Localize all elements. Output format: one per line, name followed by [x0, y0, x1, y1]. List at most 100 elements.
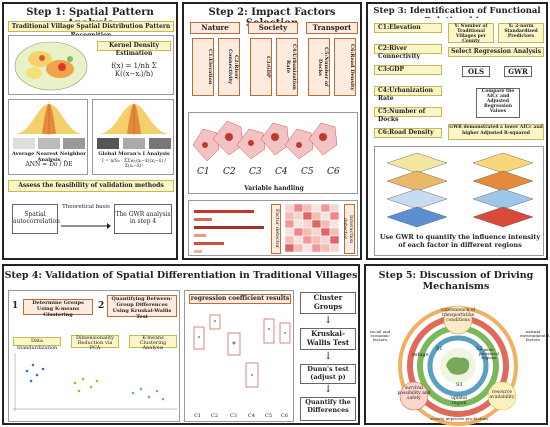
step4-panel: Step 4: Validation of Spatial Differenti…: [2, 264, 360, 425]
theoretical-arrow: [61, 223, 111, 229]
coef-c1: C1: [194, 413, 202, 419]
standardization: Data Standardization: [13, 337, 61, 351]
pca: Dimensionality Reduction via PCA: [71, 335, 119, 351]
coef-c5: C5: [265, 413, 273, 419]
compare-box: Compare the AICc and Adjusted Regression…: [476, 88, 520, 118]
outside-society: society improves pro-factors: [430, 416, 488, 421]
select-regression: Select Regression Analysis: [448, 47, 544, 57]
kde-map: [14, 41, 88, 91]
factor-c6-label: C6:Road Density: [349, 43, 355, 91]
assess-label: Assess the feasibility of validation met…: [8, 180, 174, 192]
theoretical-basis: Theoretical basis: [62, 204, 110, 210]
ring-interprovincial: inter-provincial regions: [478, 347, 500, 360]
factor-bars: [194, 210, 264, 253]
factor-c2: C2:River Connectivity: [218, 38, 240, 96]
cluster-groups: Cluster Groups: [300, 292, 356, 314]
moran-patterns: [97, 138, 171, 149]
outside-social: social and economic factors: [369, 329, 391, 342]
factor-c3: C3:GDP: [250, 38, 272, 96]
moran-curve: [98, 102, 170, 135]
interaction-detector-label: Interaction detector: [342, 214, 354, 244]
coef-c2: C2: [211, 413, 219, 419]
factor-detector: Factor detector: [271, 204, 281, 254]
factor-c6: C6:Road Density: [334, 38, 356, 96]
step4-n2: 2: [98, 301, 105, 311]
s-label-2: S2: [476, 346, 483, 352]
kde-formula: f(x) = 1/nh Σ K((x−xᵢ)/h): [111, 62, 157, 78]
ring-refuge: refuge: [412, 352, 429, 358]
map-label-c2: C2: [223, 167, 236, 177]
step4-n1: 1: [12, 301, 19, 311]
gwr-map-stack: [386, 152, 534, 228]
interaction-detector: Interaction detector: [342, 204, 355, 254]
step2-panel: Step 2: Impact Factors Selection Nature …: [182, 2, 362, 260]
variable-maps: C1 C2 C3 C4 C5 C6 Variable handling: [188, 112, 358, 194]
nna-curve: [14, 102, 84, 135]
factor-c4: C4:Urbanization Rate: [276, 38, 298, 96]
s3-factor-c3: C3:GDP: [374, 65, 442, 75]
group-society: Society: [248, 22, 298, 34]
group-transport: Transport: [306, 22, 358, 34]
gwr-step4: The GWR analysis in step 4: [114, 204, 172, 234]
kde-section: Kernel Density Estimation f(x) = 1/nh Σ …: [8, 35, 174, 95]
outer-survival: survival possibility and safety: [397, 386, 431, 401]
coef-label: regression coefficient results: [189, 294, 291, 304]
kruskal-box: Quantifying Between-Group Differences Us…: [107, 295, 177, 320]
nna-formula: ANN = D̄o / D̄E: [25, 161, 73, 168]
ols-box: OLS: [462, 66, 490, 77]
coef-c4: C4: [248, 413, 256, 419]
s3-factor-c5: C5:Number of Docks: [374, 107, 442, 123]
s3-factor-c1: C1:Elevation: [374, 23, 442, 33]
outer-resource: resource availability: [489, 390, 515, 400]
s3-factor-c4: C4:Urbanization Rate: [374, 86, 442, 102]
map-label-c4: C4: [275, 167, 288, 177]
s-label-3: S3: [456, 382, 463, 388]
variable-handling: Variable handling: [244, 185, 304, 192]
moran-section: Global Moran's I Analysis I = n/S₀ · ΣΣw…: [92, 99, 174, 175]
kde-label: Kernel Density Estimation: [97, 41, 171, 57]
factor-c4-label: C4:Urbanization Rate: [285, 44, 297, 90]
x-label: X: 2-norm Standardized Predictors: [498, 23, 544, 43]
coef-section: regression coefficient results C1 C2 C3 …: [184, 290, 294, 422]
detector-section: Factor detector Interaction detector: [188, 200, 358, 256]
factor-c1-label: C1:Elevation: [207, 49, 213, 85]
map-stack: [192, 120, 338, 162]
outer-transport: convenience of transportation conditions: [440, 308, 476, 323]
factor-c2-label: C2:River Connectivity: [227, 49, 239, 85]
spatial-autocorrelation: Spatial autocorrelation: [12, 204, 60, 234]
arrow-1: ↓: [324, 315, 333, 326]
kmeans-box: Determine Groups Using K-means Clusterin…: [23, 299, 93, 318]
nna-patterns: [13, 138, 85, 149]
step1-subtitle: Traditional Village Spatial Distribution…: [8, 21, 174, 39]
clustering-section: 1 Determine Groups Using K-means Cluster…: [8, 290, 180, 422]
gwr-result: GWR demonstrated a lower AICc and higher…: [448, 124, 544, 140]
quantify-differences: Quantify the Differences: [300, 397, 356, 421]
factor-c1: C1:Elevation: [192, 38, 214, 96]
gwr-maps: Use GWR to quantify the influence intens…: [374, 146, 544, 256]
step3-title: Step 3: Identification of Functional Rel…: [373, 6, 541, 18]
cluster-scatter: [13, 353, 177, 411]
step3-panel: Step 3: Identification of Functional Rel…: [366, 2, 548, 260]
nna-section: Average Nearest Neighbor Analysis ANN = …: [8, 99, 88, 175]
dunn-test: Dunn's test (adjust p): [300, 364, 356, 384]
coef-c6: C6: [281, 413, 289, 419]
map-label-c3: C3: [249, 167, 262, 177]
factor-c3-label: C3:GDP: [265, 56, 271, 78]
nna-label: Average Nearest Neighbor Analysis: [12, 151, 86, 163]
coef-boxplots: [193, 314, 291, 388]
gwr-box: GWR: [504, 66, 532, 77]
coef-c3: C3: [230, 413, 238, 419]
moran-formula: I = n/S₀ · ΣΣwᵢⱼ(xᵢ−x̄)(xⱼ−x̄) / Σ(xᵢ−x̄…: [101, 159, 167, 169]
step1-panel: Step 1: Spatial Pattern Analysis Traditi…: [2, 2, 178, 260]
s3-factor-c6: C6:Road Density: [374, 128, 442, 138]
mechanism-diagram: [398, 305, 518, 426]
map-label-c6: C6: [327, 167, 340, 177]
gwr-caption: Use GWR to quantify the influence intens…: [379, 233, 541, 249]
interaction-heatmap: [284, 203, 340, 253]
map-label-c1: C1: [197, 167, 210, 177]
y-label: Y: Number of Traditional Villages per Co…: [448, 23, 494, 44]
step4-title: Step 4: Validation of Spatial Differenti…: [4, 270, 358, 281]
kruskal-test: Kruskal-Wallis Test: [300, 328, 356, 350]
kmeans-analysis: K-means Clustering Analysis: [129, 335, 177, 351]
s-label-1: S1: [436, 346, 443, 352]
